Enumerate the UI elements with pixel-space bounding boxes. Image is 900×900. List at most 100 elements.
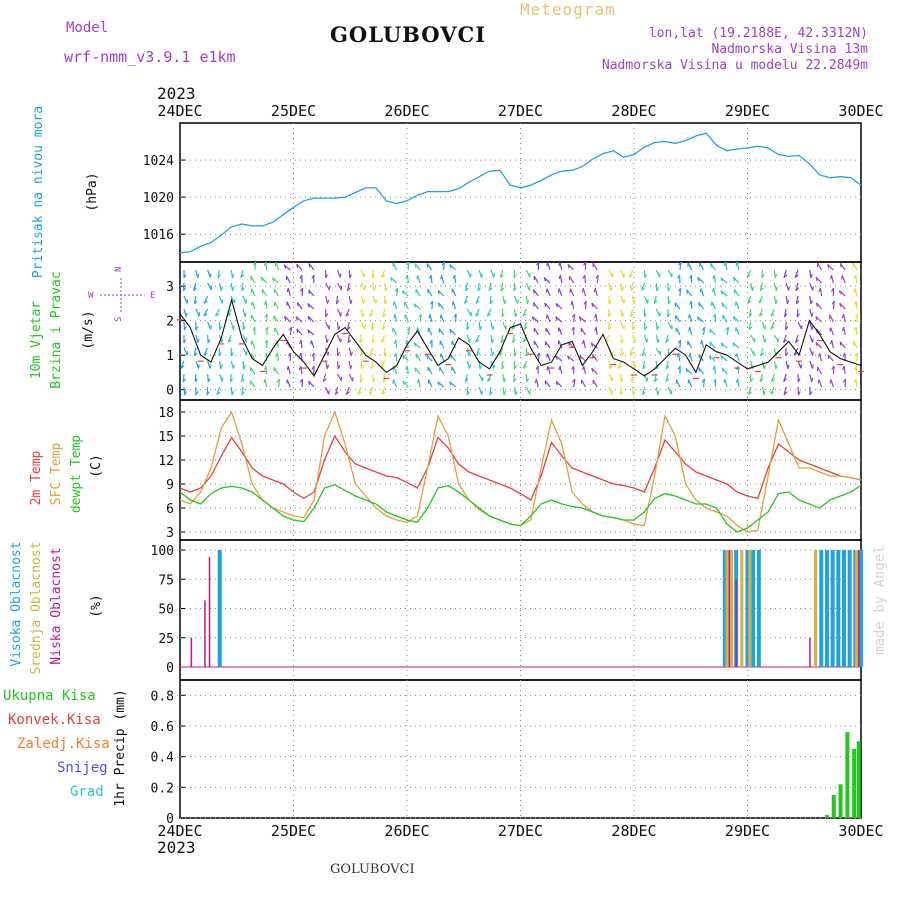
wind-arrow <box>809 347 814 356</box>
wind-arrow <box>783 269 787 278</box>
wind-arrow <box>852 340 858 349</box>
wind-arrow-head <box>273 315 275 320</box>
wind-arrow <box>737 378 740 388</box>
wind-arrow-head <box>307 329 310 334</box>
wind-arrow <box>797 321 803 330</box>
wind-arrow-head <box>479 325 483 331</box>
precip-legend-1: Konvek.Kisa <box>8 712 101 728</box>
temp-axis-sfc: SFC Temp <box>49 443 64 506</box>
wind-arrow <box>452 301 457 310</box>
wind-arrow <box>608 282 612 291</box>
cloud-bar-0 <box>819 550 824 667</box>
cloud-bar-0 <box>824 550 829 667</box>
wind-arrow <box>266 326 269 336</box>
wind-arrow <box>758 308 764 317</box>
wind-arrow <box>761 334 766 343</box>
wind-arrow-head <box>611 390 614 395</box>
wind-arrow <box>546 288 551 297</box>
wind-arrow <box>308 380 315 388</box>
wind-arrow <box>463 295 468 304</box>
wind-arrow-head <box>197 273 200 278</box>
compass-e: E <box>150 291 155 301</box>
wind-arrow <box>370 321 374 330</box>
wind-arrow <box>287 288 291 297</box>
wind-arrow-head <box>384 287 388 292</box>
wind-arrow <box>242 308 246 317</box>
wind-arrow-head <box>818 287 821 293</box>
wind-arrow <box>559 275 563 284</box>
wind-arrow <box>688 379 693 388</box>
wind-arrow <box>709 328 716 336</box>
x-tick-label-bottom: 26DEC <box>384 822 429 840</box>
wind-arrow-head <box>414 263 417 268</box>
wind-arrow <box>502 386 505 395</box>
wind-arrow <box>832 300 835 310</box>
wind-arrow-head <box>241 391 245 396</box>
wind-arrow <box>746 269 752 278</box>
wind-arrow-head <box>296 328 299 333</box>
cloud-bar-0 <box>836 550 841 667</box>
wind-arrow <box>195 308 200 317</box>
wind-arrow-head <box>227 313 232 317</box>
wind-arrow-head <box>504 299 507 304</box>
wind-arrow <box>286 301 291 310</box>
wind-arrow-head <box>511 326 516 330</box>
wind-arrow <box>207 360 211 369</box>
wind-arrow <box>249 367 256 375</box>
wind-arrow <box>665 373 669 382</box>
wind-arrow <box>277 378 281 388</box>
wind-arrow <box>735 301 740 310</box>
wind-arrow-head <box>793 352 798 356</box>
wind-arrow <box>855 365 858 375</box>
wind-arrow-head <box>414 367 417 372</box>
wind-arrow-head <box>451 301 454 306</box>
wind-arrow <box>416 327 421 336</box>
wind-arrow <box>675 314 681 323</box>
wind-arrow <box>490 321 494 330</box>
wind-arrow <box>369 308 374 317</box>
wind-arrow <box>809 321 813 330</box>
model-elevation-label: Nadmorska Visina u modelu 22.2849m <box>601 58 868 73</box>
precip-axis-unit: 1hr Precip (mm) <box>113 689 128 806</box>
wind-arrow-head <box>608 300 612 305</box>
cloud-bar-2 <box>190 637 193 667</box>
wind-arrow-head <box>295 316 299 321</box>
wind-arrow-head <box>748 391 752 396</box>
wind-arrow <box>809 269 812 279</box>
wind-arrow <box>230 386 233 396</box>
wind-arrow <box>655 347 661 356</box>
wind-arrow <box>360 295 365 304</box>
wind-arrow <box>655 308 661 317</box>
x-tick-label-top: 27DEC <box>498 102 543 120</box>
wind-arrow-head <box>667 287 671 292</box>
wind-arrow <box>416 353 421 362</box>
wind-arrow-head <box>182 378 186 383</box>
x-tick-label-top: 26DEC <box>384 102 429 120</box>
wind-arrow <box>737 365 740 375</box>
wind-arrow <box>325 295 329 304</box>
wind-arrow-head <box>221 377 224 382</box>
wind-arrow-head <box>812 286 814 291</box>
wind-arrow-head <box>413 303 417 308</box>
wind-arrow <box>558 288 563 297</box>
wind-arrow-head <box>748 326 753 331</box>
wind-arrow <box>655 334 659 343</box>
wind-arrow-head <box>841 275 843 280</box>
wind-arrow-head <box>500 287 505 292</box>
wind-arrow-head <box>811 325 814 330</box>
wind-arrow-head <box>795 287 800 292</box>
wind-arrow <box>182 373 185 383</box>
wind-arrow-head <box>182 287 187 292</box>
cloud-bar-1 <box>730 550 734 667</box>
wind-arrow <box>769 386 775 395</box>
wind-arrow <box>183 347 188 356</box>
wind-arrow <box>831 340 834 349</box>
wind-arrow-head <box>701 326 706 331</box>
wind-arrow-head <box>646 338 649 343</box>
wind-arrow <box>251 301 256 310</box>
wind-arrow <box>427 366 433 375</box>
wind-arrow <box>773 269 776 279</box>
wind-arrow-head <box>674 302 677 307</box>
wind-arrow-head <box>264 352 268 357</box>
temp-line-0 <box>179 434 862 501</box>
